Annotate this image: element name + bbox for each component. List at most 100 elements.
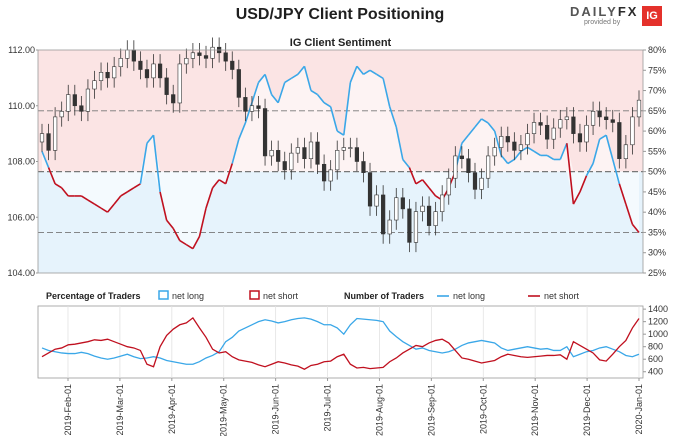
sentiment-segment (395, 126, 404, 160)
price-candle (276, 150, 281, 162)
sentiment-segment (218, 179, 227, 185)
sentiment-segment (513, 150, 522, 160)
sentiment-segment (47, 167, 56, 185)
percent-tick-label: 40% (648, 207, 666, 217)
price-candle (564, 116, 569, 120)
sentiment-segment (224, 163, 234, 185)
price-candle (118, 58, 123, 68)
price-candle (361, 161, 366, 173)
price-candle (72, 94, 77, 107)
price-tick-label: 106.00 (7, 212, 35, 222)
price-candle (223, 52, 228, 62)
price-candle (125, 49, 130, 59)
percent-tick-label: 75% (648, 65, 666, 75)
sentiment-segment (257, 73, 266, 83)
price-candle (459, 155, 464, 160)
sentiment-segment (205, 187, 214, 209)
sentiment-segment (520, 146, 528, 153)
sentiment-segment (349, 65, 358, 83)
price-candle (315, 141, 320, 165)
number-of-traders-label: Number of Traders (344, 291, 424, 301)
price-candle (610, 119, 615, 123)
price-candle (525, 133, 530, 146)
sentiment-segment (487, 122, 496, 132)
price-candle (400, 197, 405, 210)
brand-name: DAILYFX (570, 4, 638, 19)
price-candle (440, 194, 445, 212)
price-candle (577, 133, 583, 143)
price-candle (249, 105, 255, 112)
sentiment-segment (369, 69, 378, 76)
price-candle (144, 69, 150, 79)
traders-tick-label: 1200 (648, 317, 668, 327)
sentiment-segment (618, 183, 627, 205)
sentiment-segment (631, 223, 640, 233)
sentiment-segment (284, 77, 292, 84)
price-candle (426, 205, 432, 226)
sentiment-segment (152, 135, 161, 193)
brand-tagline: provided by (584, 19, 621, 26)
price-candle (492, 147, 497, 157)
pct-short-label: net short (263, 291, 299, 301)
price-candle (505, 136, 510, 143)
price-candle (177, 63, 182, 104)
price-candle (210, 46, 215, 59)
chart-title: USD/JPY Client Positioning (235, 6, 445, 23)
sentiment-segment (166, 219, 174, 229)
percent-tick-label: 65% (648, 106, 666, 116)
short-sentiment-area (42, 171, 639, 249)
price-candle (348, 147, 353, 149)
price-candle (256, 105, 261, 109)
price-tick-label: 112.00 (8, 45, 35, 55)
net-short-traders-line (41, 316, 640, 370)
sentiment-segment (599, 134, 607, 140)
price-tick-label: 110.00 (8, 101, 35, 111)
price-candle (623, 144, 628, 160)
sentiment-segment (231, 138, 240, 164)
sentiment-segment (329, 106, 338, 132)
price-candle (374, 194, 379, 207)
sentiment-segment (139, 143, 148, 184)
date-tick-label: 2019-Jul-01 (323, 384, 333, 432)
price-candle (197, 52, 202, 56)
price-candle (545, 124, 550, 140)
sentiment-segment (159, 191, 168, 221)
price-candle (341, 147, 346, 151)
price-candle (46, 133, 51, 151)
price-candle (262, 108, 268, 157)
price-candle (597, 111, 602, 118)
price-candle (590, 111, 596, 126)
sentiment-segment (238, 122, 247, 140)
sentiment-segment (80, 195, 89, 201)
sentiment-segment (408, 167, 417, 185)
price-candle (354, 147, 360, 162)
brand-name-a: DAILY (570, 4, 618, 19)
price-candle (518, 144, 524, 151)
sentiment-segment (611, 159, 621, 185)
date-tick-label: 2019-May-01 (219, 384, 229, 436)
price-candle (335, 150, 340, 171)
sentiment-segment (500, 154, 509, 165)
sentiment-segment (133, 183, 141, 189)
sentiment-segment (605, 134, 614, 160)
date-tick-label: 2019-Aug-01 (374, 384, 384, 436)
price-tick-label: 104.00 (7, 268, 35, 278)
traders-tick-label: 1000 (648, 329, 668, 339)
price-candle (551, 127, 556, 140)
percent-tick-label: 55% (648, 146, 666, 156)
price-candle (420, 205, 425, 212)
sentiment-segment (467, 126, 476, 136)
sentiment-segment (342, 82, 352, 136)
traders-tick-label: 800 (648, 342, 663, 352)
sentiment-segment (172, 228, 181, 241)
price-candle (538, 122, 543, 126)
traders-panel: 400 600 800 1000 1200 1400 2019-Feb-01 2019-Mar… (37, 290, 668, 436)
price-candle (105, 72, 110, 79)
traders-tick-label: 1400 (648, 304, 668, 314)
sentiment-segment (376, 73, 384, 80)
price-candle (604, 116, 609, 120)
sentiment-segment (297, 65, 306, 75)
sentiment-segment (94, 203, 102, 209)
price-candle (472, 172, 478, 190)
